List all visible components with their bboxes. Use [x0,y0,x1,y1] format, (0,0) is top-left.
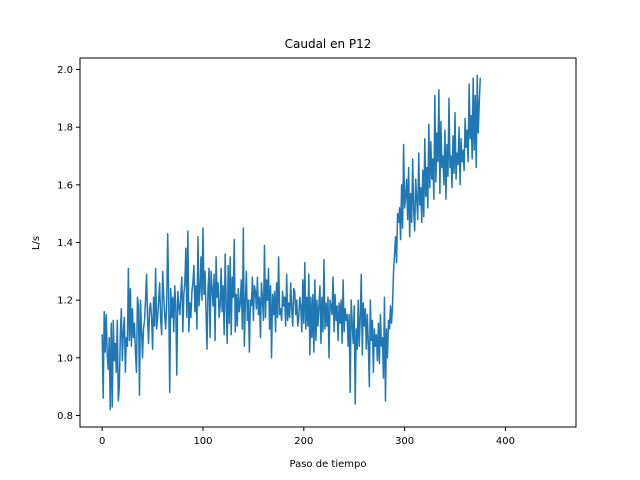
plot-area [101,74,481,411]
y-axis-label: L/s [31,236,42,250]
chart-title: Caudal en P12 [285,37,372,51]
y-tick-label: 0.8 [57,411,73,422]
y-axis-ticks: 0.8 1.0 1.2 1.4 1.6 1.8 2.0 [57,65,80,422]
y-tick-label: 1.2 [57,296,73,307]
x-tick-label: 300 [395,436,414,447]
x-axis-ticks: 0 100 200 300 400 [99,427,515,447]
series-line [101,74,481,411]
y-tick-label: 1.6 [57,180,73,191]
y-tick-label: 1.4 [57,238,73,249]
x-axis-label: Paso de tiempo [290,459,367,470]
x-tick-label: 0 [99,436,105,447]
y-tick-label: 1.0 [57,353,73,364]
y-tick-label: 1.8 [57,123,73,134]
x-tick-label: 200 [294,436,313,447]
y-tick-label: 2.0 [57,65,73,76]
x-tick-label: 100 [193,436,212,447]
x-tick-label: 400 [496,436,515,447]
